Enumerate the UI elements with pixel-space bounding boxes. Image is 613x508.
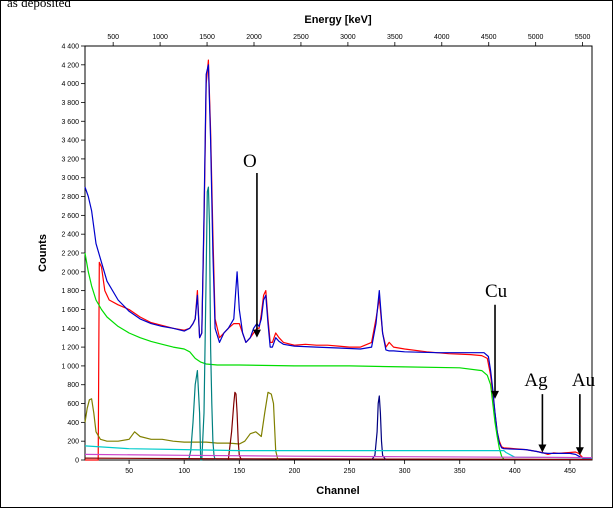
x-tick-label: 400: [509, 468, 521, 475]
x-tick-label: 100: [178, 468, 190, 475]
y-tick-label: 1 200: [61, 345, 79, 352]
series-line-3: [84, 252, 505, 460]
y-tick-label: 800: [67, 382, 79, 389]
series-line-5: [188, 186, 216, 461]
x-axis-ticks: 50 100 150 200 250 300 350 400 450: [125, 460, 576, 475]
annotation-arrowhead-o: [252, 329, 261, 338]
annotation-label-cu: Cu: [485, 281, 508, 302]
x-tick-label: 350: [454, 468, 466, 475]
x2-tick-label: 4000: [434, 34, 450, 41]
x2-tick-label: 3000: [340, 34, 356, 41]
x-tick-label: 50: [125, 468, 133, 475]
annotation-arrowhead-ag: [538, 444, 547, 453]
annotation-label-ag: Ag: [524, 370, 548, 391]
y-tick-label: 4 200: [61, 62, 79, 69]
y-tick-label: 3 600: [61, 119, 79, 126]
series-line-1: [85, 59, 593, 461]
top-axis-ticks: 500 1000 1500 2000 2500 3000 3500 4000 4500 5000 5…: [107, 34, 591, 46]
series-line-8: [84, 445, 593, 459]
y-tick-label: 3 400: [61, 138, 79, 145]
y-axis-title: Counts: [37, 234, 49, 272]
annotation-label-au: Au: [572, 370, 596, 391]
x2-tick-label: 500: [107, 34, 119, 41]
y-tick-label: 2 800: [61, 194, 79, 201]
y-tick-label: 2 600: [61, 213, 79, 220]
series-line-9: [84, 453, 593, 459]
x-tick-label: 200: [289, 468, 301, 475]
y-tick-label: 4 400: [61, 44, 79, 51]
x-tick-label: 300: [399, 468, 411, 475]
x2-tick-label: 1000: [152, 34, 168, 41]
y-tick-label: 400: [67, 420, 79, 427]
y-tick-label: 3 800: [61, 100, 79, 107]
y-tick-label: 1 400: [61, 326, 79, 333]
y-tick-label: 1 800: [61, 288, 79, 295]
figure-caption: as deposited: [7, 0, 71, 10]
y-axis-ticks: 0 200 400 600 800 1 000 1 200 1 400 1 600 1 800 2 …: [61, 44, 85, 465]
y-tick-label: 2 400: [61, 232, 79, 239]
y-tick-label: 1 000: [61, 363, 79, 370]
y-tick-label: 2 000: [61, 269, 79, 276]
x2-axis-title: Energy [keV]: [304, 14, 372, 26]
series-group: [84, 59, 593, 461]
x2-tick-label: 2000: [246, 34, 262, 41]
x2-tick-label: 3500: [387, 34, 403, 41]
x2-tick-label: 2500: [293, 34, 309, 41]
series-line-4: [84, 391, 279, 461]
annotations-group: O Cu Ag Au: [243, 151, 596, 456]
annotation-label-o: O: [243, 151, 257, 172]
y-tick-label: 3 000: [61, 175, 79, 182]
annotation-arrowhead-cu: [491, 390, 500, 399]
y-tick-label: 4 000: [61, 81, 79, 88]
series-line-2: [84, 64, 593, 460]
series-line-10: [84, 457, 593, 461]
x-tick-label: 450: [564, 468, 576, 475]
y-tick-label: 200: [67, 439, 79, 446]
x2-tick-label: 5500: [575, 34, 591, 41]
plot-area: [84, 45, 593, 461]
x-tick-label: 250: [344, 468, 356, 475]
x-axis-title: Channel: [316, 485, 359, 497]
x2-tick-label: 1500: [199, 34, 215, 41]
x2-tick-label: 4500: [481, 34, 497, 41]
y-tick-label: 2 200: [61, 251, 79, 258]
y-tick-label: 3 200: [61, 156, 79, 163]
annotation-arrowhead-au: [575, 447, 584, 456]
y-tick-label: 600: [67, 401, 79, 408]
x-tick-label: 150: [233, 468, 245, 475]
y-tick-label: 1 600: [61, 307, 79, 314]
y-tick-label: 0: [75, 458, 79, 465]
x2-tick-label: 5000: [528, 34, 544, 41]
